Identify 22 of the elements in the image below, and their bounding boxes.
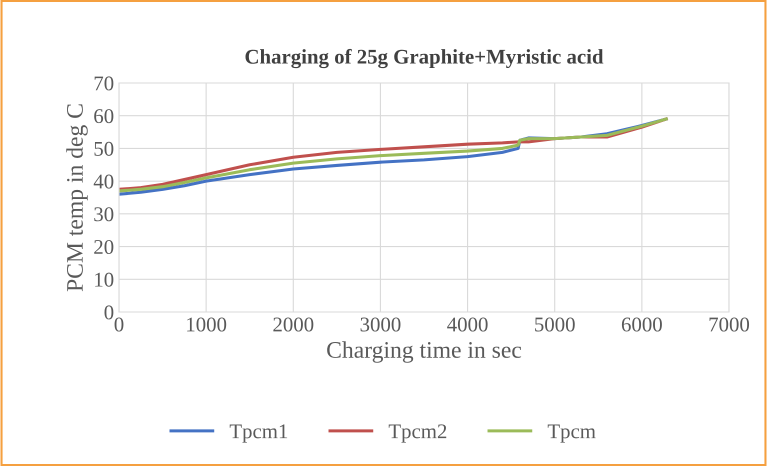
y-tick-label: 70 — [94, 76, 114, 90]
x-tick-label: 1000 — [187, 317, 226, 332]
y-tick-label: 50 — [94, 142, 114, 156]
legend-label: Tpcm — [548, 424, 596, 443]
y-tick-label: 0 — [104, 305, 114, 320]
y-tick-label: 10 — [95, 272, 114, 287]
x-tick-label: 5000 — [535, 317, 575, 332]
x-tick-label: 4000 — [447, 317, 488, 332]
y-axis-title: PCM temp in deg C — [66, 104, 88, 292]
x-tick-label: 3000 — [360, 317, 400, 332]
y-tick-label: 60 — [94, 109, 114, 124]
x-tick-label: 7000 — [710, 317, 750, 332]
y-tick-label: 30 — [94, 207, 114, 222]
x-tick-label: 0 — [114, 317, 124, 332]
y-tick-label: 40 — [94, 174, 114, 189]
x-axis-title: Charging time in sec — [327, 341, 522, 363]
x-tick-label: 6000 — [622, 317, 662, 332]
x-tick-label: 2000 — [273, 317, 314, 332]
chart-title: Charging of 25g Graphite+Myristic acid — [245, 48, 604, 68]
y-tick-label: 20 — [94, 240, 114, 254]
legend-label: Tpcm2 — [388, 424, 446, 443]
legend-label: Tpcm1 — [230, 424, 288, 443]
